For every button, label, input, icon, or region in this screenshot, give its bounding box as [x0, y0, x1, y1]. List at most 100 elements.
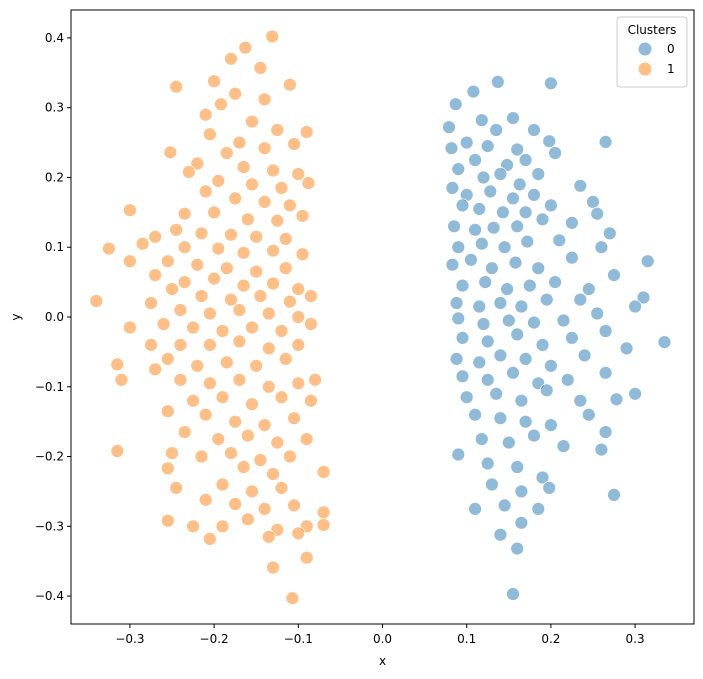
scatter-point-series-0 — [607, 268, 621, 283]
y-tick-label: −0.1 — [35, 380, 64, 394]
scatter-point-series-0 — [480, 372, 495, 387]
scatter-point-series-0 — [510, 142, 525, 157]
scatter-point-series-0 — [556, 313, 571, 328]
scatter-point-series-1 — [245, 177, 259, 192]
scatter-point-series-0 — [531, 167, 546, 181]
scatter-point-series-1 — [169, 222, 184, 237]
y-tick-label: 0.0 — [45, 310, 64, 324]
scatter-point-series-1 — [135, 236, 150, 251]
scatter-point-series-1 — [215, 519, 230, 534]
scatter-point-series-1 — [194, 226, 209, 241]
scatter-point-series-1 — [211, 241, 226, 256]
scatter-point-series-0 — [565, 215, 579, 230]
scatter-point-series-0 — [472, 299, 487, 314]
scatter-point-series-1 — [316, 505, 331, 520]
scatter-point-series-0 — [657, 335, 672, 350]
scatter-point-series-0 — [518, 351, 533, 366]
scatter-point-series-1 — [266, 163, 281, 178]
x-tick-label: 0.0 — [373, 632, 392, 646]
scatter-point-series-0 — [493, 348, 508, 363]
scatter-point-series-0 — [451, 240, 466, 255]
scatter-point-series-1 — [110, 357, 125, 372]
scatter-point-series-0 — [544, 358, 558, 373]
scatter-point-series-0 — [455, 278, 470, 293]
scatter-point-series-1 — [261, 529, 276, 544]
scatter-point-series-1 — [202, 376, 217, 391]
scatter-point-series-0 — [445, 180, 460, 195]
scatter-point-series-1 — [282, 294, 297, 309]
scatter-point-series-1 — [190, 358, 205, 373]
legend-marker-series-0 — [638, 42, 652, 56]
scatter-point-series-1 — [257, 501, 272, 516]
scatter-point-series-0 — [466, 84, 481, 99]
scatter-point-series-0 — [442, 120, 456, 135]
scatter-point-series-0 — [602, 226, 617, 241]
scatter-point-series-0 — [619, 341, 634, 356]
scatter-point-series-1 — [316, 518, 331, 532]
scatter-point-series-1 — [285, 591, 300, 606]
scatter-point-series-1 — [224, 446, 238, 461]
scatter-point-series-0 — [628, 386, 642, 401]
x-tick-label: 0.3 — [626, 632, 645, 646]
scatter-point-series-1 — [160, 513, 175, 528]
scatter-point-series-0 — [468, 501, 483, 516]
scatter-point-series-1 — [232, 135, 247, 150]
scatter-point-series-1 — [240, 212, 255, 227]
scatter-point-series-1 — [295, 247, 310, 262]
y-axis-label: y — [9, 313, 23, 320]
scatter-point-series-0 — [468, 407, 483, 422]
scatter-point-series-0 — [449, 296, 464, 310]
scatter-point-series-1 — [177, 275, 192, 290]
scatter-point-series-0 — [598, 365, 613, 380]
scatter-point-series-1 — [236, 160, 251, 174]
scatter-point-series-0 — [565, 330, 579, 345]
scatter-point-series-1 — [224, 51, 238, 66]
scatter-point-series-0 — [548, 275, 562, 290]
scatter-point-series-1 — [148, 268, 163, 283]
scatter-point-series-1 — [160, 404, 175, 419]
scatter-point-series-0 — [527, 428, 541, 443]
scatter-point-series-1 — [211, 173, 226, 188]
scatter-point-series-0 — [535, 337, 550, 352]
scatter-point-series-0 — [508, 255, 523, 270]
scatter-point-series-0 — [544, 76, 558, 91]
scatter-point-series-0 — [459, 390, 474, 405]
scatter-point-series-1 — [245, 397, 259, 412]
scatter-point-series-1 — [266, 243, 281, 258]
scatter-point-series-1 — [144, 337, 158, 352]
scatter-point-series-0 — [472, 201, 487, 216]
scatter-point-series-0 — [493, 296, 508, 310]
y-tick-label: −0.3 — [35, 519, 64, 533]
scatter-point-series-1 — [202, 306, 217, 321]
scatter-point-series-0 — [577, 348, 592, 363]
scatter-point-series-1 — [261, 341, 276, 356]
scatter-point-series-0 — [544, 198, 558, 213]
scatter-point-series-0 — [527, 315, 541, 330]
scatter-point-series-0 — [640, 254, 655, 269]
scatter-point-series-0 — [451, 311, 466, 326]
scatter-point-series-0 — [628, 299, 642, 314]
y-tick-label: −0.4 — [35, 589, 64, 603]
scatter-point-series-1 — [224, 227, 238, 242]
scatter-point-series-1 — [299, 432, 314, 447]
scatter-point-series-0 — [581, 407, 596, 422]
scatter-point-series-1 — [282, 198, 297, 213]
x-tick-label: −0.3 — [115, 632, 144, 646]
scatter-point-series-0 — [512, 177, 527, 192]
scatter-point-series-1 — [240, 428, 255, 443]
scatter-point-series-1 — [215, 477, 230, 492]
scatter-point-series-1 — [257, 194, 272, 209]
scatter-point-series-0 — [444, 141, 459, 156]
legend-box — [616, 16, 688, 88]
scatter-point-series-1 — [257, 418, 272, 433]
scatter-point-series-0 — [514, 299, 529, 314]
points-layer — [89, 29, 672, 606]
scatter-point-series-0 — [607, 487, 621, 502]
scatter-point-series-1 — [202, 532, 217, 546]
scatter-point-series-1 — [308, 372, 323, 387]
scatter-point-series-1 — [169, 480, 184, 495]
scatter-point-series-0 — [542, 480, 557, 495]
scatter-point-series-1 — [177, 206, 192, 221]
scatter-point-series-1 — [240, 512, 255, 527]
scatter-point-series-1 — [89, 294, 104, 308]
